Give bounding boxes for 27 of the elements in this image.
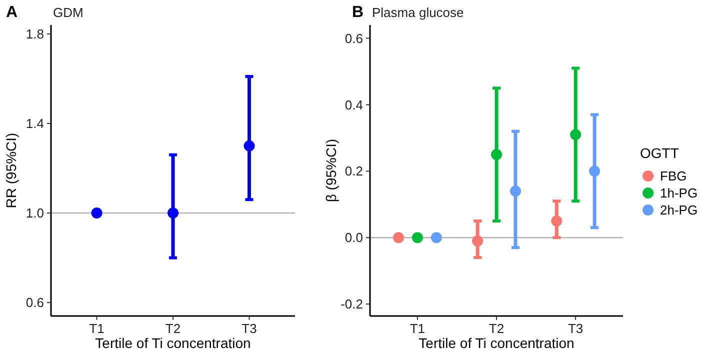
y-tick-label: 1.8 [26, 26, 44, 42]
text: B [352, 4, 364, 21]
x-tick-label: T3 [568, 321, 584, 336]
y-tick-label: 0.6 [344, 30, 363, 46]
y-tick-label: 0.2 [344, 164, 363, 179]
x-tick-label: T1 [89, 321, 104, 336]
y-axis-title: β (95%CI) [323, 138, 339, 202]
legend-title: OGTT [640, 145, 680, 161]
y-tick-label: 0.4 [344, 97, 363, 112]
chart-title: Plasma glucose [372, 5, 464, 20]
legend-label: 1h-PG [660, 186, 698, 201]
y-tick-label: 0.6 [26, 295, 44, 310]
x-tick-label: T3 [242, 321, 257, 336]
legend-label: FBG [660, 168, 687, 184]
x-axis-title: Tertile of Ti concentration [95, 335, 251, 351]
y-tick-label: 1.0 [26, 206, 44, 221]
text: A [6, 4, 18, 21]
x-tick-label: T2 [165, 321, 181, 336]
chart-title: GDM [53, 5, 84, 20]
y-tick-label: 1.4 [26, 116, 44, 132]
x-axis-title: Tertile of Ti concentration [418, 335, 574, 351]
legend-label: 2h-PG [660, 202, 698, 218]
y-tick-label: 0.0 [344, 230, 363, 246]
x-tick-label: T1 [410, 321, 426, 336]
y-tick-label: -0.2 [340, 296, 363, 312]
x-tick-label: T2 [488, 321, 504, 336]
y-axis-title: RR (95%CI) [3, 132, 19, 208]
